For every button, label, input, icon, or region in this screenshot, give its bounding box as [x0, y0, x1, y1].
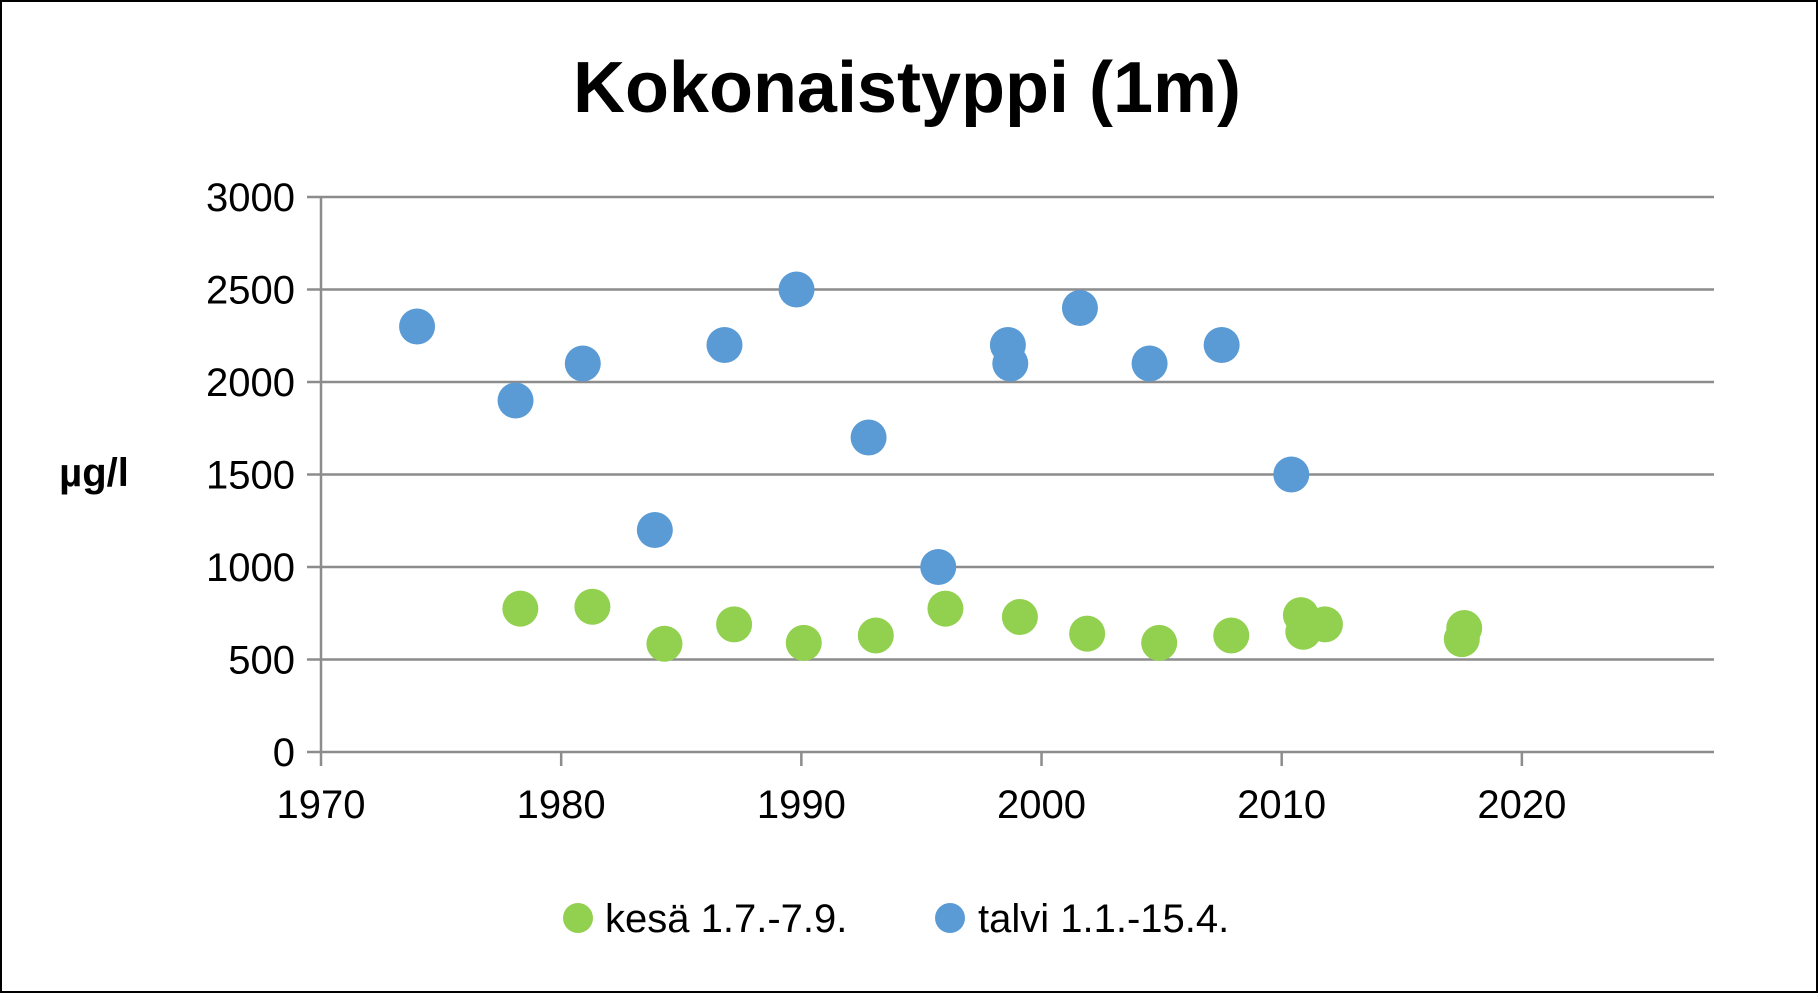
- y-tick-label: 500: [228, 639, 295, 683]
- y-tick-label: 2500: [206, 269, 295, 313]
- chart-title: Kokonaistyppi (1m): [573, 48, 1241, 128]
- point-series-0-4: [785, 624, 822, 661]
- y-tick-label: 1000: [206, 546, 295, 590]
- point-series-0-2: [646, 625, 683, 662]
- point-series-0-0: [502, 590, 539, 627]
- point-series-1-12: [1203, 327, 1240, 363]
- y-tick-labels: 0 500 1000 1500 2000 2500 3000: [206, 176, 295, 775]
- data-points: [399, 271, 1483, 662]
- y-tick-label: 2000: [206, 361, 295, 405]
- x-tick-label: 2020: [1477, 783, 1566, 827]
- legend-label-0: kesä 1.7.-7.9.: [605, 897, 847, 941]
- point-series-0-6: [927, 590, 964, 627]
- point-series-0-7: [1001, 598, 1038, 635]
- point-series-0-9: [1141, 624, 1178, 661]
- x-tick-label: 1980: [517, 783, 606, 827]
- x-tick-labels: 1970 1980 1990 2000 2010 2020: [277, 783, 1567, 827]
- point-series-1-13: [1273, 456, 1310, 493]
- point-series-1-10: [1061, 290, 1098, 326]
- point-series-1-6: [850, 419, 887, 456]
- y-tick-label: 3000: [206, 176, 295, 220]
- axes: [307, 195, 1714, 766]
- x-tick-label: 2010: [1237, 783, 1326, 827]
- point-series-1-4: [706, 327, 743, 363]
- point-series-0-15: [1443, 621, 1480, 658]
- point-series-1-11: [1131, 345, 1168, 382]
- legend-marker-0: [563, 903, 593, 933]
- point-series-1-5: [778, 271, 815, 308]
- point-series-1-2: [564, 345, 601, 382]
- point-series-0-10: [1213, 617, 1250, 654]
- point-series-1-0: [399, 308, 436, 345]
- point-series-1-1: [497, 382, 534, 419]
- y-tick-label: 0: [273, 731, 295, 775]
- legend-marker-1: [935, 903, 965, 933]
- x-tick-label: 2000: [997, 783, 1086, 827]
- point-series-1-3: [636, 512, 673, 548]
- legend-label-1: talvi 1.1.-15.4.: [978, 897, 1229, 941]
- point-series-1-7: [920, 549, 957, 585]
- x-tick-label: 1990: [757, 783, 846, 827]
- y-tick-label: 1500: [206, 454, 295, 498]
- legend: kesä 1.7.-7.9. talvi 1.1.-15.4.: [563, 897, 1229, 941]
- gridlines: [321, 195, 1714, 661]
- y-axis-label: µg/l: [59, 451, 129, 495]
- point-series-1-9: [992, 345, 1029, 382]
- point-series-0-3: [716, 606, 753, 643]
- point-series-0-8: [1069, 615, 1106, 652]
- point-series-0-13: [1306, 606, 1343, 643]
- x-tick-label: 1970: [277, 783, 366, 827]
- point-series-0-5: [857, 617, 894, 654]
- point-series-0-1: [574, 588, 611, 625]
